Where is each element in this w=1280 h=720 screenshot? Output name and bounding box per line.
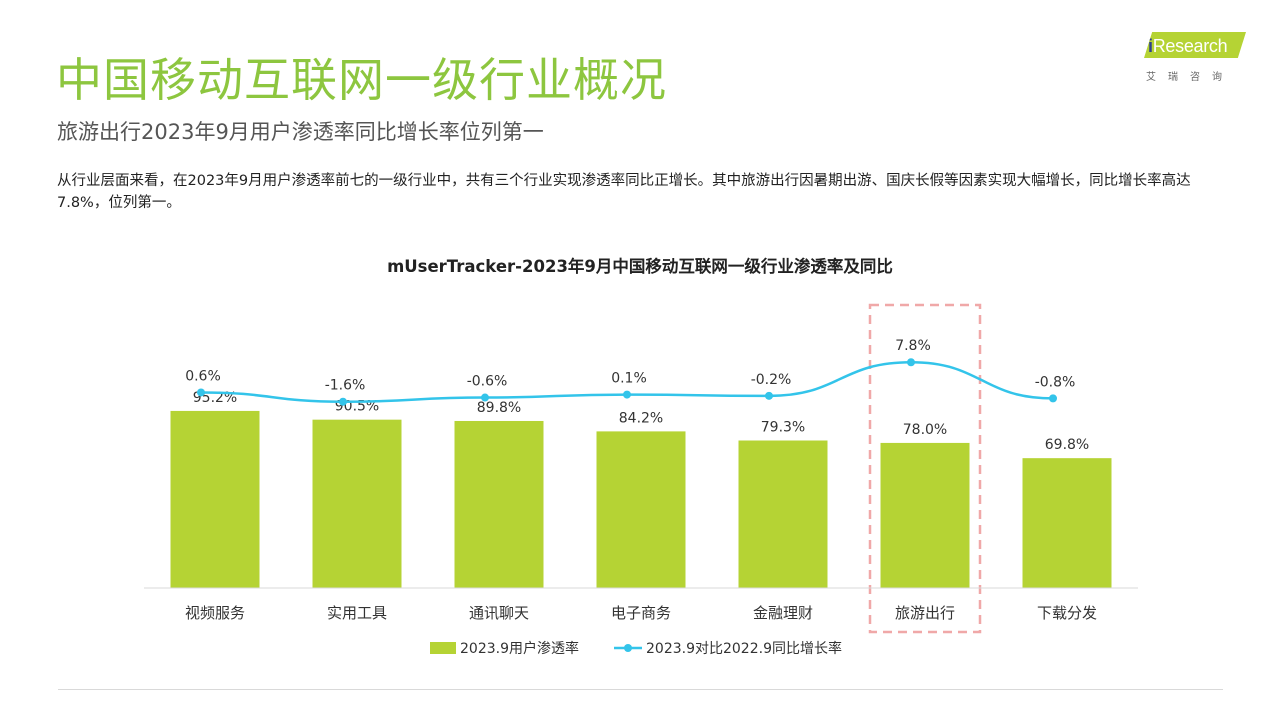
legend-bar-label: 2023.9用户渗透率 [460, 640, 579, 657]
bar-4 [596, 431, 686, 588]
growth-point-7 [1049, 394, 1057, 403]
summary-paragraph: 从行业层面来看，在2023年9月用户渗透率前七的一级行业中，共有三个行业实现渗透… [57, 173, 1191, 211]
page-title: 中国移动互联网一级行业概况 [56, 53, 667, 107]
bar-6 [880, 442, 970, 588]
growth-label-6: 7.8% [895, 338, 931, 354]
category-label-5: 金融理财 [753, 604, 813, 622]
bar-label-7: 69.8% [1045, 437, 1089, 453]
bar-5 [738, 440, 828, 588]
bar-label-5: 79.3% [761, 420, 805, 436]
legend-line-marker [624, 644, 632, 652]
category-label-7: 下载分发 [1037, 604, 1097, 622]
category-label-2: 实用工具 [327, 604, 387, 622]
growth-label-1: 0.6% [185, 368, 221, 384]
category-label-1: 视频服务 [185, 604, 245, 622]
growth-point-3 [481, 393, 489, 402]
logo-wordmark: iResearch [1148, 36, 1228, 57]
page-subtitle: 旅游出行2023年9月用户渗透率同比增长率位列第一 [57, 120, 544, 144]
bar-2 [312, 419, 402, 588]
growth-point-5 [765, 391, 773, 400]
logo-prefix: i [1148, 36, 1153, 56]
growth-point-2 [339, 397, 347, 406]
growth-point-4 [623, 390, 631, 399]
growth-point-6 [907, 358, 915, 367]
highlight-box [868, 303, 982, 634]
bar-7 [1022, 458, 1112, 588]
logo-badge: iResearch [1144, 32, 1246, 58]
category-label-3: 通讯聊天 [469, 604, 529, 622]
chart-title: mUserTracker-2023年9月中国移动互联网一级行业渗透率及同比 [387, 256, 893, 276]
category-label-4: 电子商务 [611, 604, 671, 622]
bar-label-3: 89.8% [477, 400, 521, 416]
bar-3 [454, 420, 544, 588]
footer-divider [58, 689, 1223, 690]
category-label-6: 旅游出行 [895, 604, 955, 622]
legend-line-label: 2023.9对比2022.9同比增长率 [646, 640, 842, 657]
logo-subtitle: 艾瑞咨询 [1146, 72, 1234, 83]
growth-label-7: -0.8% [1035, 374, 1076, 390]
logo-name: Research [1152, 36, 1228, 56]
bar-1 [170, 410, 260, 588]
growth-label-2: -1.6% [325, 378, 366, 394]
growth-label-5: -0.2% [751, 372, 792, 388]
growth-label-4: 0.1% [611, 371, 647, 387]
iresearch-logo-icon: iResearch 艾瑞咨询 [1138, 30, 1250, 86]
growth-point-1 [197, 388, 205, 397]
bar-label-6: 78.0% [903, 422, 947, 438]
legend-bar-swatch [430, 642, 456, 654]
growth-label-3: -0.6% [467, 374, 508, 390]
bar-label-4: 84.2% [619, 410, 663, 426]
